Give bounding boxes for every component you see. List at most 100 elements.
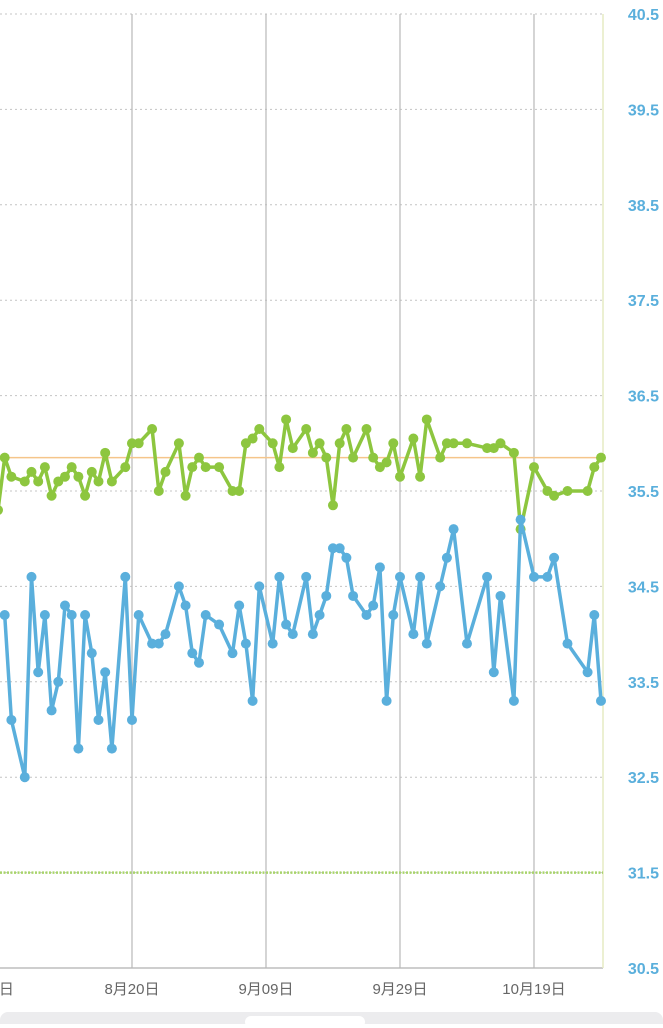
- blue-data-point: [368, 600, 379, 611]
- y-tick-label: 37.5: [628, 293, 659, 310]
- green-data-point: [301, 423, 312, 434]
- blue-data-point: [595, 695, 606, 706]
- green-data-point: [19, 476, 30, 487]
- blue-data-point: [341, 552, 352, 563]
- green-data-point: [415, 471, 426, 482]
- green-data-point: [254, 423, 265, 434]
- blue-data-point: [314, 610, 325, 621]
- blue-data-point: [160, 629, 171, 640]
- blue-data-point: [6, 714, 17, 725]
- green-data-point: [106, 476, 117, 487]
- blue-data-point: [234, 600, 245, 611]
- blue-data-point: [374, 562, 385, 573]
- green-data-point: [421, 414, 432, 425]
- blue-data-point: [120, 571, 131, 582]
- grid: [0, 13, 604, 969]
- blue-data-point: [227, 648, 238, 659]
- blue-data-point: [287, 629, 298, 640]
- green-data-point: [214, 462, 225, 473]
- y-tick-label: 39.5: [628, 102, 659, 119]
- blue-data-point: [508, 695, 519, 706]
- green-data-point: [287, 443, 298, 454]
- green-data-point: [408, 433, 419, 444]
- blue-data-point: [482, 571, 493, 582]
- blue-data-point: [19, 772, 30, 783]
- blue-data-point: [86, 648, 97, 659]
- y-tick-label: 35.5: [628, 484, 659, 501]
- blue-data-point: [582, 667, 593, 678]
- blue-data-point: [26, 571, 37, 582]
- green-data-point: [562, 486, 573, 496]
- blue-data-point: [59, 600, 70, 611]
- x-tick-label: 31日: [0, 981, 14, 998]
- green-data-point: [120, 462, 131, 473]
- blue-data-point: [106, 743, 117, 754]
- blue-data-point: [80, 610, 91, 621]
- green-data-point: [147, 423, 158, 434]
- green-data-point: [6, 471, 17, 482]
- green-data-point: [247, 433, 258, 444]
- series-group: [0, 414, 606, 783]
- blue-series-line: [2, 517, 603, 779]
- x-axis-labels: 31日 8月20日 9月09日 9月29日 10月19日: [0, 981, 566, 998]
- green-data-point: [368, 452, 379, 463]
- x-tick-label: 8月20日: [104, 981, 159, 998]
- green-data-point: [173, 438, 184, 449]
- blue-data-point: [93, 714, 104, 725]
- green-data-point: [0, 452, 10, 463]
- blue-data-point: [274, 571, 285, 582]
- blue-data-point: [321, 590, 332, 601]
- green-data-point: [86, 466, 97, 477]
- segment-selector[interactable]: [245, 1016, 365, 1028]
- blue-data-point: [281, 619, 292, 630]
- green-data-point: [187, 462, 198, 473]
- blue-data-point: [214, 619, 225, 630]
- green-data-point: [153, 486, 164, 496]
- green-data-point: [495, 438, 506, 449]
- green-data-point: [508, 447, 519, 458]
- green-data-point: [334, 438, 345, 449]
- green-data-point: [180, 490, 191, 501]
- blue-data-point: [488, 667, 499, 678]
- green-data-point: [0, 505, 3, 515]
- blue-data-point: [388, 610, 399, 621]
- blue-data-point: [301, 571, 312, 582]
- blue-data-point: [73, 743, 84, 754]
- green-data-point: [133, 438, 144, 449]
- green-data-point: [348, 452, 359, 463]
- x-tick-label: 9月29日: [372, 981, 427, 998]
- blue-data-point: [361, 610, 372, 621]
- blue-data-point: [549, 552, 560, 563]
- x-tick-label: 10月19日: [502, 981, 565, 998]
- blue-data-point: [448, 524, 459, 535]
- blue-data-point: [100, 667, 111, 678]
- blue-data-point: [46, 705, 57, 716]
- green-data-point: [234, 486, 245, 496]
- y-tick-label: 34.5: [628, 579, 659, 596]
- green-data-point: [595, 452, 606, 463]
- blue-data-point: [421, 638, 432, 649]
- blue-data-point: [173, 581, 184, 592]
- blue-data-point: [33, 667, 44, 678]
- green-data-point: [46, 490, 57, 501]
- y-tick-label: 38.5: [628, 198, 659, 215]
- green-data-point: [100, 447, 111, 458]
- green-data-point: [33, 476, 44, 487]
- green-data-point: [281, 414, 292, 425]
- y-tick-label: 30.5: [628, 961, 659, 978]
- x-tick-label: 9月09日: [238, 981, 293, 998]
- y-tick-label: 40.5: [628, 7, 659, 24]
- green-data-point: [361, 423, 372, 434]
- y-tick-label: 36.5: [628, 389, 659, 406]
- green-data-point: [448, 438, 459, 449]
- blue-data-point: [415, 571, 426, 582]
- green-data-point: [80, 490, 91, 501]
- blue-data-point: [153, 638, 164, 649]
- green-data-point: [73, 471, 84, 482]
- y-tick-label: 31.5: [628, 866, 659, 883]
- green-data-point: [66, 462, 77, 473]
- blue-data-point: [247, 695, 258, 706]
- green-data-point: [307, 447, 318, 458]
- green-data-point: [388, 438, 399, 449]
- green-data-point: [26, 466, 37, 477]
